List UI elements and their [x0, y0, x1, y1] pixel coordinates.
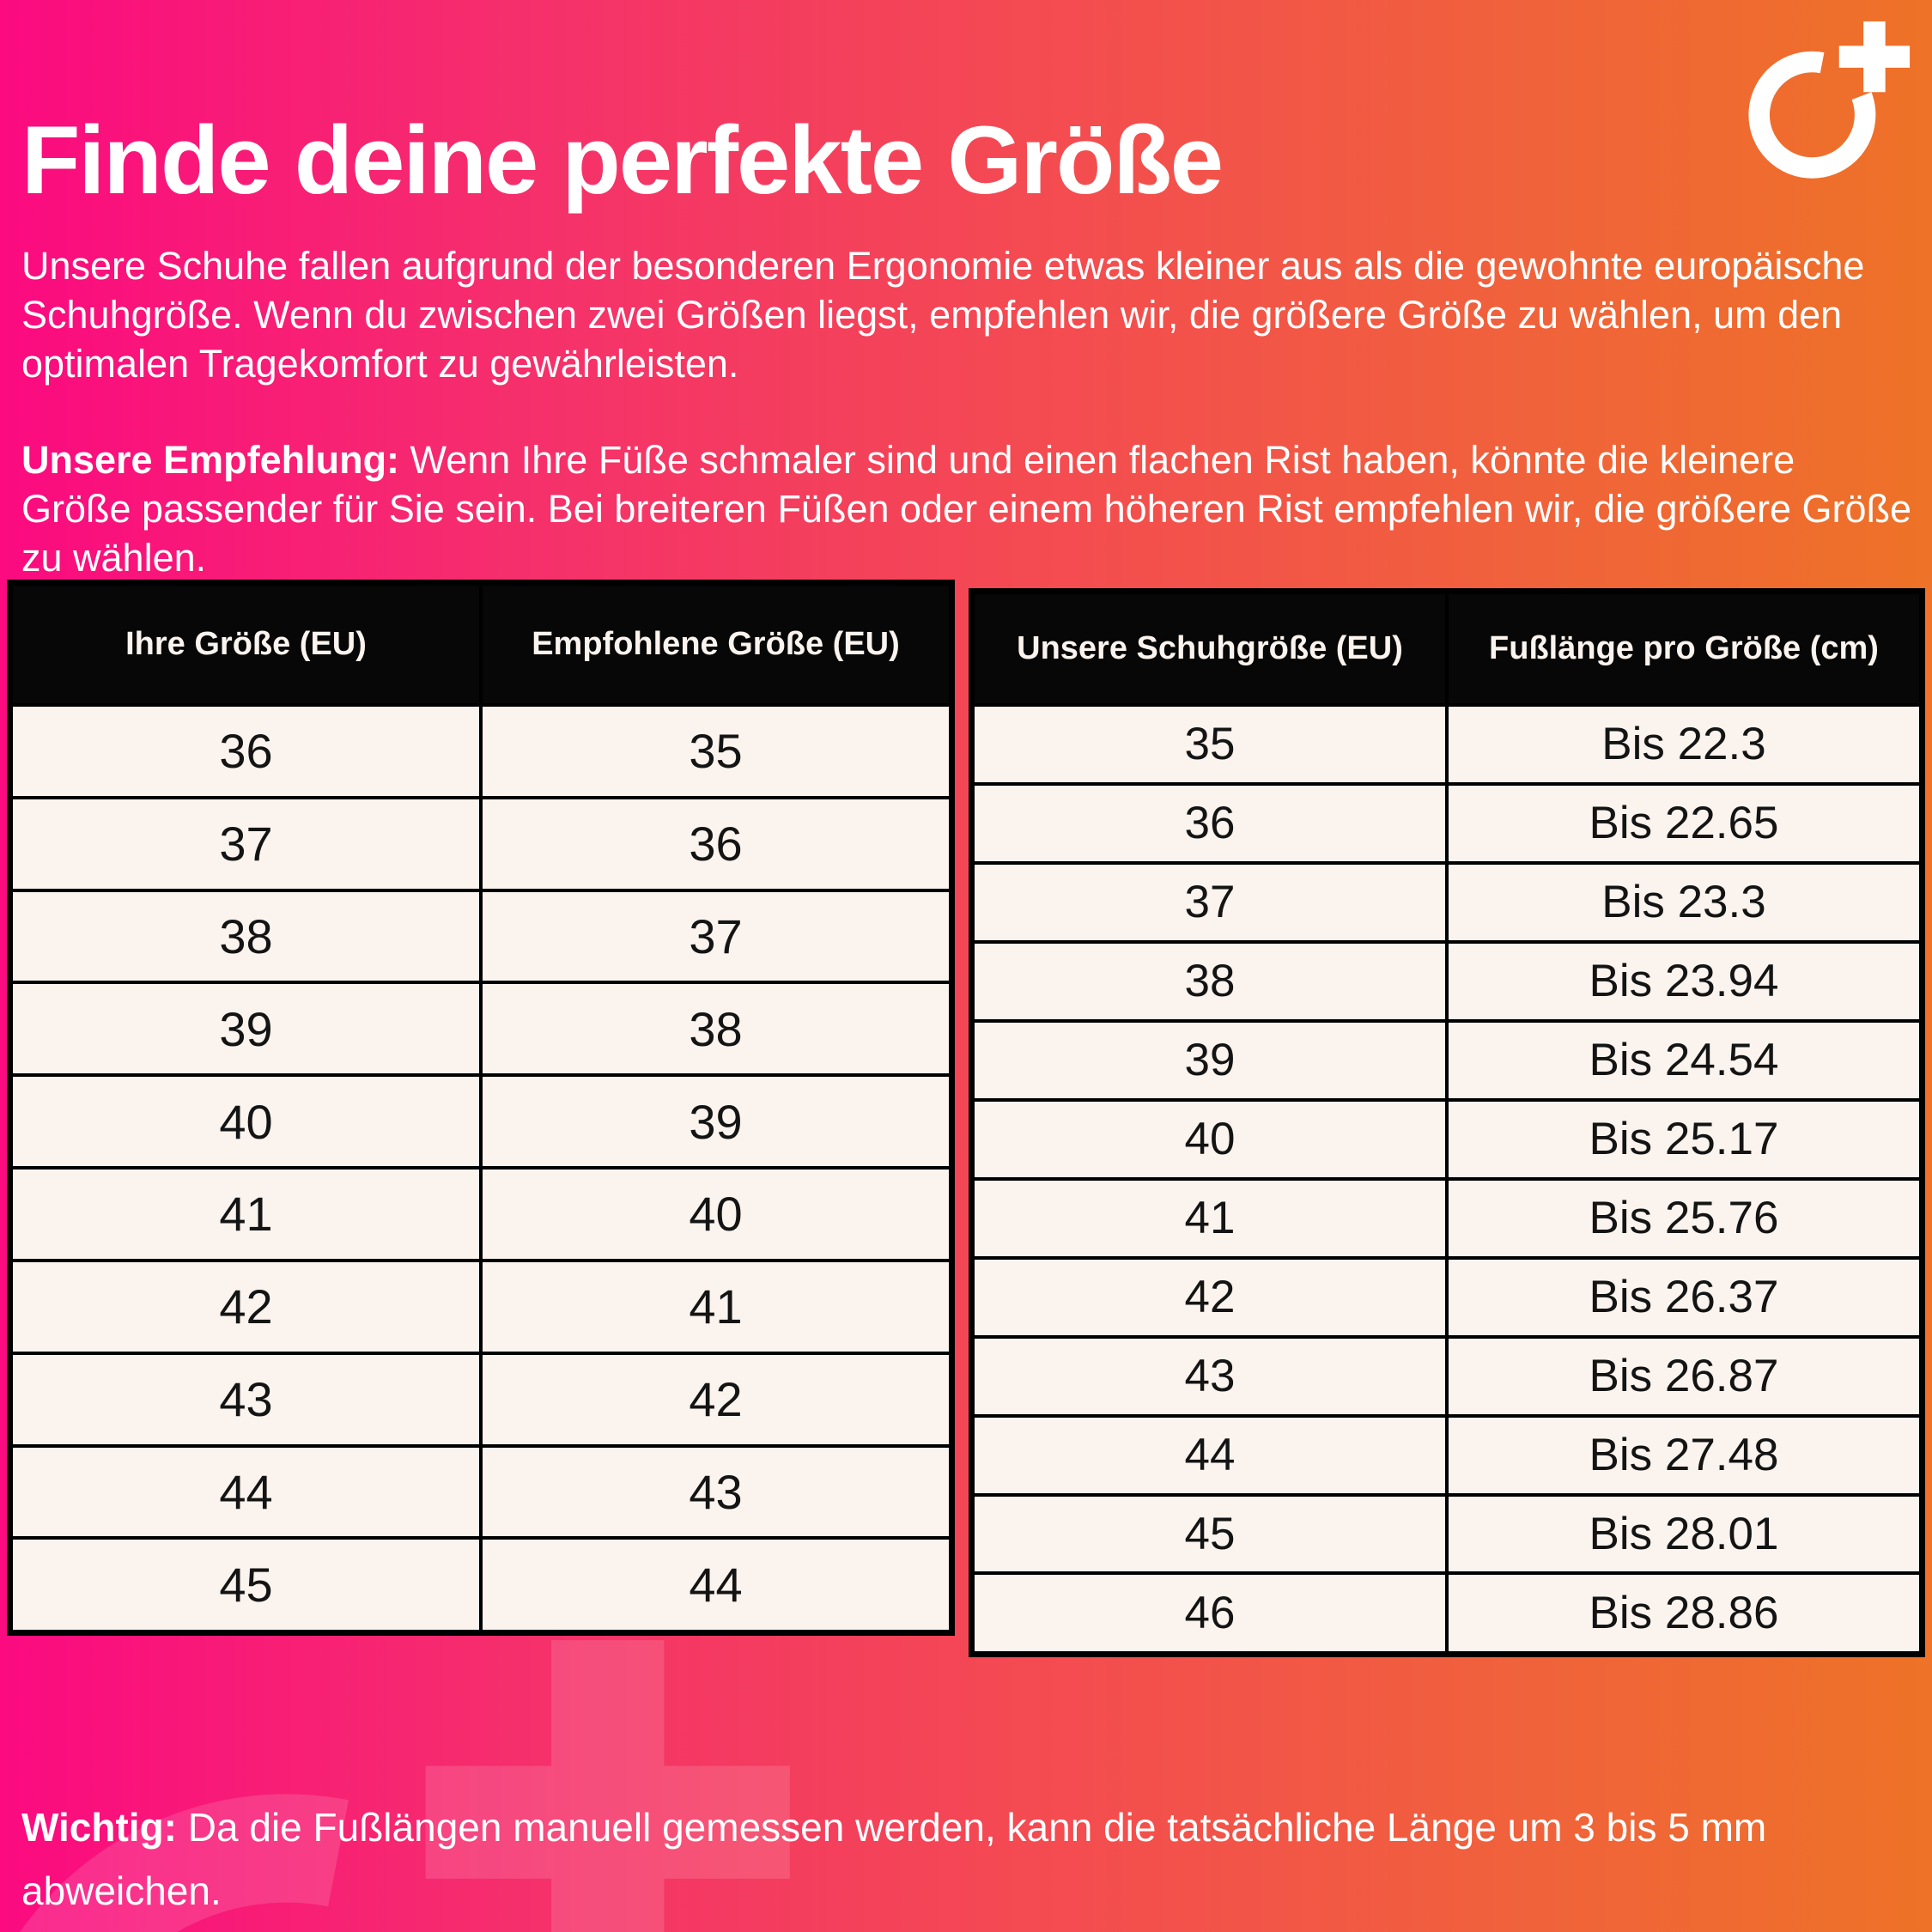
- table-row: 42 41: [8, 1258, 954, 1355]
- recommended-size-cell: 39: [479, 1073, 954, 1170]
- shoe-size-cell: 35: [969, 703, 1449, 786]
- foot-length-cell: Bis 28.86: [1445, 1571, 1924, 1656]
- table-row: 39 Bis 24.54: [969, 1018, 1924, 1102]
- foot-length-cell: Bis 25.76: [1445, 1176, 1924, 1260]
- table-row: 36 Bis 22.65: [969, 781, 1924, 865]
- recommended-size-cell: 41: [479, 1258, 954, 1355]
- page-title: Finde deine perfekte Größe: [21, 106, 1224, 215]
- shoe-size-cell: 43: [969, 1334, 1449, 1418]
- table-row: 43 Bis 26.87: [969, 1334, 1924, 1418]
- foot-length-cell: Bis 28.01: [1445, 1492, 1924, 1576]
- foot-length-cell: Bis 27.48: [1445, 1413, 1924, 1497]
- your-size-cell: 44: [8, 1443, 483, 1540]
- recommendation-label: Unsere Empfehlung:: [21, 438, 400, 482]
- table-row: 37 Bis 23.3: [969, 860, 1924, 944]
- your-size-cell: 39: [8, 981, 483, 1078]
- recommendation-text: Wenn Ihre Füße schmaler sind und einen f…: [21, 438, 1912, 580]
- table-row: 41 40: [8, 1166, 954, 1262]
- recommended-size-cell: 37: [479, 888, 954, 985]
- table-row: 44 Bis 27.48: [969, 1413, 1924, 1497]
- table-row: 36 35: [8, 703, 954, 799]
- shoe-size-cell: 44: [969, 1413, 1449, 1497]
- your-size-cell: 37: [8, 795, 483, 892]
- your-size-cell: 38: [8, 888, 483, 985]
- table-row: 37 36: [8, 795, 954, 892]
- shoe-size-cell: 38: [969, 939, 1449, 1023]
- shoe-size-cell: 42: [969, 1255, 1449, 1339]
- foot-length-cell: Bis 26.37: [1445, 1255, 1924, 1339]
- table-row: 38 37: [8, 888, 954, 985]
- intro-paragraph: Unsere Schuhe fallen aufgrund der besond…: [21, 244, 1865, 386]
- column-header-your-size: Ihre Größe (EU): [8, 580, 483, 707]
- recommended-size-cell: 36: [479, 795, 954, 892]
- your-size-cell: 42: [8, 1258, 483, 1355]
- shoe-size-cell: 46: [969, 1571, 1449, 1656]
- your-size-cell: 36: [8, 703, 483, 799]
- table-row: 44 43: [8, 1443, 954, 1540]
- your-size-cell: 45: [8, 1536, 483, 1635]
- foot-length-table: Unsere Schuhgröße (EU) Fußlänge pro Größ…: [969, 588, 1925, 1657]
- table-row: 42 Bis 26.37: [969, 1255, 1924, 1339]
- table-row: 45 44: [8, 1536, 954, 1635]
- your-size-cell: 41: [8, 1166, 483, 1262]
- table-row: 35 Bis 22.3: [969, 703, 1924, 786]
- recommendation-paragraph: Unsere Empfehlung: Wenn Ihre Füße schmal…: [21, 435, 1915, 582]
- column-header-our-shoe-size: Unsere Schuhgröße (EU): [969, 589, 1449, 707]
- table-header-row: Unsere Schuhgröße (EU) Fußlänge pro Größ…: [969, 589, 1924, 707]
- shoe-size-cell: 45: [969, 1492, 1449, 1576]
- size-recommendation-table: Ihre Größe (EU) Empfohlene Größe (EU) 36…: [7, 580, 955, 1636]
- shoe-size-cell: 37: [969, 860, 1449, 944]
- o-plus-logo-icon: [1745, 19, 1913, 187]
- table-row: 45 Bis 28.01: [969, 1492, 1924, 1576]
- shoe-size-cell: 36: [969, 781, 1449, 865]
- foot-length-cell: Bis 23.3: [1445, 860, 1924, 944]
- foot-length-cell: Bis 22.3: [1445, 703, 1924, 786]
- table-row: 46 Bis 28.86: [969, 1571, 1924, 1656]
- column-header-recommended-size: Empfohlene Größe (EU): [479, 580, 954, 707]
- table-row: 40 39: [8, 1073, 954, 1170]
- shoe-size-cell: 41: [969, 1176, 1449, 1260]
- recommended-size-cell: 42: [479, 1351, 954, 1448]
- table-row: 38 Bis 23.94: [969, 939, 1924, 1023]
- table-row: 40 Bis 25.17: [969, 1097, 1924, 1181]
- recommended-size-cell: 44: [479, 1536, 954, 1635]
- shoe-size-cell: 40: [969, 1097, 1449, 1181]
- recommended-size-cell: 43: [479, 1443, 954, 1540]
- foot-length-cell: Bis 25.17: [1445, 1097, 1924, 1181]
- table-header-row: Ihre Größe (EU) Empfohlene Größe (EU): [8, 580, 954, 707]
- recommended-size-cell: 38: [479, 981, 954, 1078]
- foot-length-cell: Bis 24.54: [1445, 1018, 1924, 1102]
- recommended-size-cell: 40: [479, 1166, 954, 1262]
- footnote: Wichtig: Da die Fußlängen manuell gemess…: [21, 1796, 1915, 1923]
- footnote-text: Da die Fußlängen manuell gemessen werden…: [21, 1805, 1767, 1913]
- shoe-size-cell: 39: [969, 1018, 1449, 1102]
- table-row: 41 Bis 25.76: [969, 1176, 1924, 1260]
- your-size-cell: 40: [8, 1073, 483, 1170]
- recommended-size-cell: 35: [479, 703, 954, 799]
- footnote-label: Wichtig:: [21, 1805, 177, 1850]
- your-size-cell: 43: [8, 1351, 483, 1448]
- foot-length-cell: Bis 22.65: [1445, 781, 1924, 865]
- table-row: 39 38: [8, 981, 954, 1078]
- foot-length-cell: Bis 26.87: [1445, 1334, 1924, 1418]
- table-row: 43 42: [8, 1351, 954, 1448]
- foot-length-cell: Bis 23.94: [1445, 939, 1924, 1023]
- column-header-foot-length: Fußlänge pro Größe (cm): [1445, 589, 1924, 707]
